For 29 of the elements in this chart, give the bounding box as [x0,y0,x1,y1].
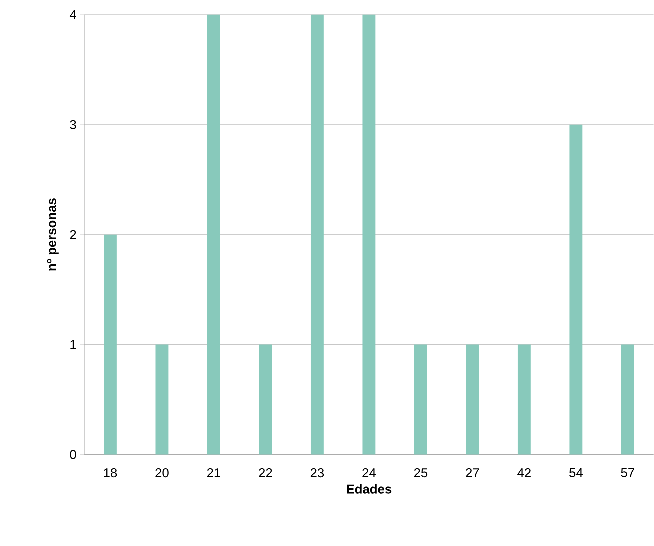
bar [207,14,220,455]
x-tick-label: 23 [310,468,324,478]
y-tick-label: 0 [70,450,76,460]
bar [518,344,531,455]
y-tick-label: 1 [70,340,76,350]
bar [259,344,272,455]
x-tick-label: 22 [259,468,272,478]
bar [414,344,428,455]
bar [156,344,169,455]
y-tick-label: 3 [70,120,76,130]
x-tick-label: 20 [156,468,169,478]
bar [570,124,583,455]
x-tick-label: 54 [570,468,583,478]
x-tick-label: 24 [362,468,376,478]
bar [310,14,324,455]
y-axis-title: nº personas [47,198,59,271]
y-tick-label: 2 [70,230,76,240]
bar [621,344,634,455]
x-tick-label: 21 [207,468,221,478]
bar [362,14,376,455]
bar [466,344,480,455]
x-tick-label: 18 [104,468,118,478]
x-tick-label: 25 [414,468,428,478]
y-tick-label: 4 [70,10,76,20]
x-tick-label: 57 [621,468,634,478]
x-tick-label: 42 [518,468,531,478]
x-axis-title: Edades [347,484,392,494]
bar [104,234,117,455]
x-tick-label: 27 [466,468,480,478]
